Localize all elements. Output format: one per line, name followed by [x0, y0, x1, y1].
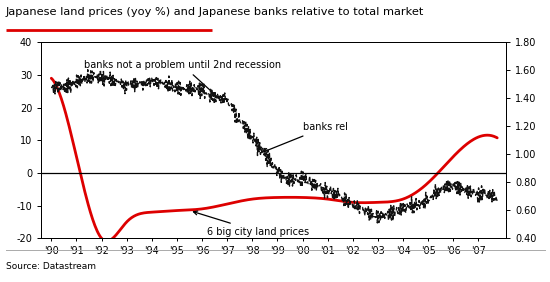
Text: banks rel: banks rel [263, 122, 348, 152]
Text: 6 big city land prices: 6 big city land prices [194, 211, 309, 237]
Text: Japanese land prices (yoy %) and Japanese banks relative to total market: Japanese land prices (yoy %) and Japanes… [6, 7, 424, 17]
Text: Source: Datastream: Source: Datastream [6, 262, 96, 271]
Text: banks not a problem until 2nd recession: banks not a problem until 2nd recession [84, 60, 281, 98]
